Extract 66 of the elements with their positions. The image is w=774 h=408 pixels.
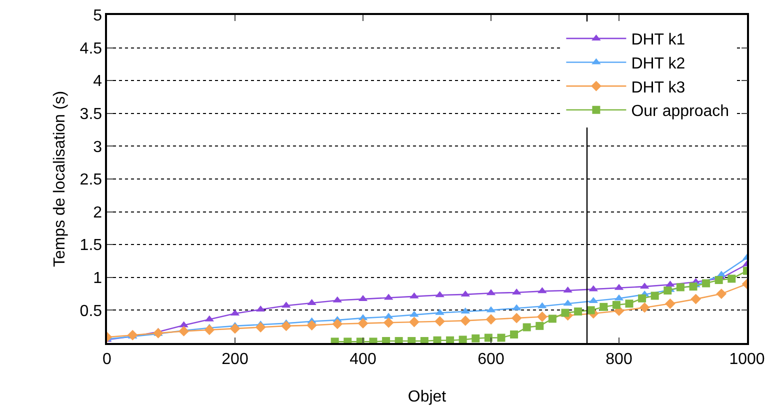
y-tick-label: 1 bbox=[93, 270, 102, 287]
point bbox=[714, 276, 723, 284]
y-tick-label: 4.5 bbox=[80, 40, 102, 58]
point bbox=[574, 308, 582, 316]
point bbox=[486, 314, 496, 325]
x-tick-label: 0 bbox=[102, 350, 112, 368]
point bbox=[664, 286, 672, 295]
y-axis-title: Temps de localisation (s) bbox=[52, 90, 68, 268]
point bbox=[230, 323, 240, 334]
point bbox=[178, 326, 189, 336]
point bbox=[332, 318, 343, 330]
x-tick-label: 800 bbox=[606, 350, 632, 368]
legend-label: DHT k2 bbox=[631, 56, 686, 72]
point bbox=[702, 279, 710, 288]
point bbox=[383, 317, 394, 328]
point bbox=[204, 324, 215, 336]
point bbox=[537, 312, 548, 322]
point bbox=[497, 334, 506, 342]
point bbox=[460, 316, 471, 326]
point bbox=[600, 302, 608, 311]
point bbox=[650, 292, 659, 300]
point bbox=[511, 312, 522, 324]
point bbox=[472, 334, 480, 342]
point bbox=[281, 320, 292, 332]
x-tick-label: 400 bbox=[350, 350, 376, 368]
point bbox=[446, 336, 454, 343]
point bbox=[458, 336, 467, 343]
point bbox=[434, 316, 445, 327]
point bbox=[690, 294, 701, 304]
point bbox=[625, 300, 634, 308]
legend-label: DHT k3 bbox=[631, 79, 686, 96]
y-tick-label: 2.5 bbox=[80, 172, 102, 189]
point bbox=[689, 282, 698, 291]
legend-label: DHT k1 bbox=[631, 32, 686, 49]
point bbox=[586, 306, 595, 314]
y-tick-label: 0.5 bbox=[80, 302, 102, 320]
point bbox=[536, 322, 544, 330]
y-tick-label: 3.5 bbox=[80, 106, 102, 123]
point bbox=[676, 283, 684, 292]
x-tick-label: 1000 bbox=[729, 350, 765, 368]
legend-label: Our approach bbox=[631, 103, 730, 120]
point bbox=[510, 330, 518, 338]
x-tick-label: 600 bbox=[478, 350, 504, 368]
point bbox=[358, 318, 368, 329]
point bbox=[522, 323, 531, 332]
point bbox=[638, 294, 646, 302]
x-axis-title: Objet bbox=[408, 388, 447, 406]
y-tick-label: 3 bbox=[93, 138, 102, 156]
point bbox=[639, 302, 650, 313]
y-tick-label: 1.5 bbox=[80, 237, 102, 254]
point bbox=[548, 314, 556, 323]
point bbox=[409, 316, 420, 328]
point bbox=[612, 300, 620, 309]
point bbox=[665, 298, 676, 309]
point bbox=[716, 288, 727, 299]
y-tick-label: 4 bbox=[93, 73, 102, 90]
point bbox=[484, 334, 492, 342]
point bbox=[255, 322, 266, 332]
point bbox=[433, 336, 442, 343]
x-tick-label: 200 bbox=[222, 350, 248, 368]
y-tick-label: 2 bbox=[93, 204, 102, 222]
point bbox=[728, 274, 736, 283]
y-tick-label: 5 bbox=[93, 8, 102, 25]
point bbox=[306, 320, 317, 330]
point bbox=[127, 330, 138, 340]
point bbox=[561, 308, 570, 317]
